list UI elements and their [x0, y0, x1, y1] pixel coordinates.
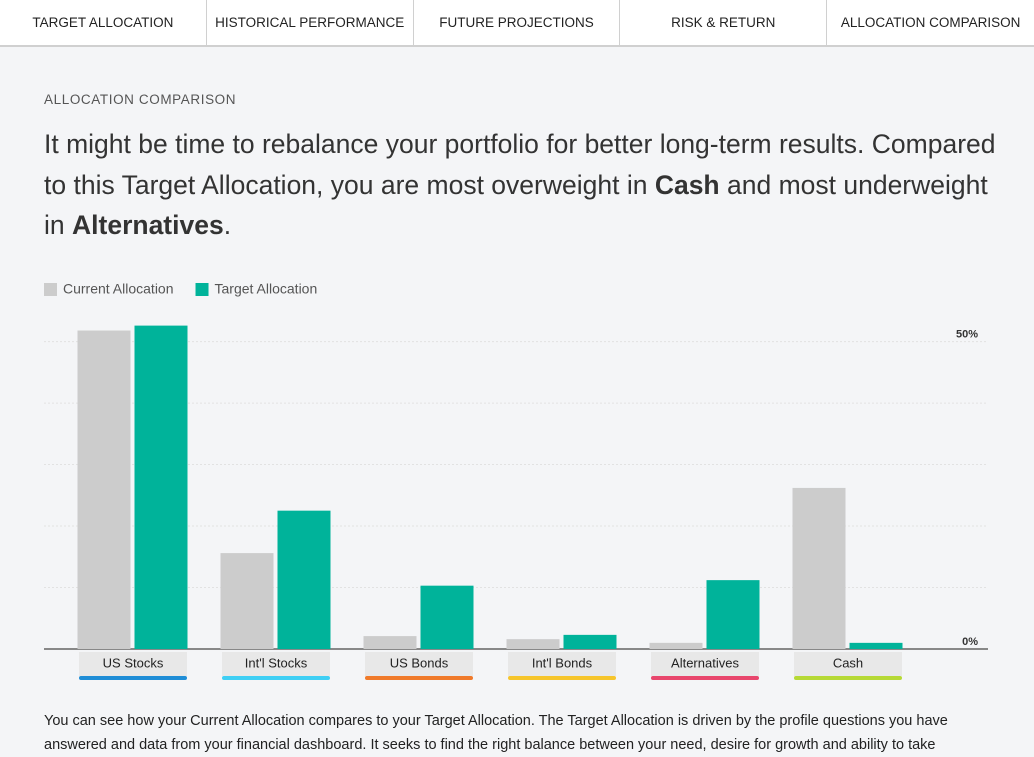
bar	[563, 634, 617, 649]
category-underline	[79, 676, 187, 680]
category-box	[651, 652, 759, 676]
nav-bar: TARGET ALLOCATION HISTORICAL PERFORMANCE F…	[0, 0, 1034, 47]
category-box	[365, 652, 473, 676]
chart: Current Allocation Target Allocation 0% 50%…	[44, 281, 988, 680]
category-box	[79, 652, 187, 676]
nav-tab[interactable]: HISTORICAL PERFORMANCE	[207, 0, 414, 45]
x-tick-label: Alternatives	[671, 655, 739, 670]
category-underline	[794, 676, 902, 680]
nav-tab[interactable]: RISK & RETURN	[620, 0, 828, 45]
bar	[849, 642, 903, 649]
category-underline	[508, 676, 616, 680]
bar	[420, 585, 474, 649]
category-underline	[651, 676, 759, 680]
x-tick-label: US Stocks	[103, 655, 164, 670]
nav-tab[interactable]: TARGET ALLOCATION	[0, 0, 207, 45]
legend-label: Target Allocation	[215, 281, 318, 297]
nav-tab[interactable]: ALLOCATION COMPARISON	[840, 15, 1021, 30]
nav-tab[interactable]: FUTURE PROJECTIONS	[414, 0, 621, 45]
headline-text: and most underweight in	[44, 169, 988, 241]
category-underline	[365, 676, 473, 680]
category-box	[794, 652, 902, 676]
headline-text: It might be time to rebalance your portf…	[44, 129, 996, 200]
bar	[134, 325, 188, 649]
x-tick-label: US Bonds	[390, 655, 449, 670]
bar	[277, 510, 331, 649]
legend-swatch	[195, 283, 209, 296]
bar	[363, 636, 417, 649]
category-underline	[222, 676, 330, 680]
description: You can see how your Current Allocation …	[44, 713, 948, 753]
headline: It might be time to rebalance your portf…	[44, 124, 1004, 246]
bar	[506, 639, 560, 649]
y-tick-label: 50%	[956, 328, 978, 340]
x-tick-label: Int'l Stocks	[245, 655, 308, 670]
legend-swatch	[44, 283, 57, 296]
bar	[77, 330, 131, 649]
bar	[649, 642, 703, 649]
y-tick-label: 0%	[962, 636, 978, 648]
emphasis: Cash	[654, 169, 720, 200]
category-box	[222, 652, 330, 676]
headline-text: .	[223, 210, 232, 240]
bar	[792, 487, 846, 649]
legend-label: Current Allocation	[63, 281, 174, 297]
bar	[220, 553, 274, 649]
section-label: ALLOCATION COMPARISON	[44, 92, 237, 107]
x-tick-label: Cash	[833, 655, 863, 670]
bar	[706, 580, 760, 649]
category-box	[508, 652, 616, 676]
x-tick-label: Int'l Bonds	[532, 655, 593, 670]
emphasis: Alternatives	[72, 210, 224, 240]
